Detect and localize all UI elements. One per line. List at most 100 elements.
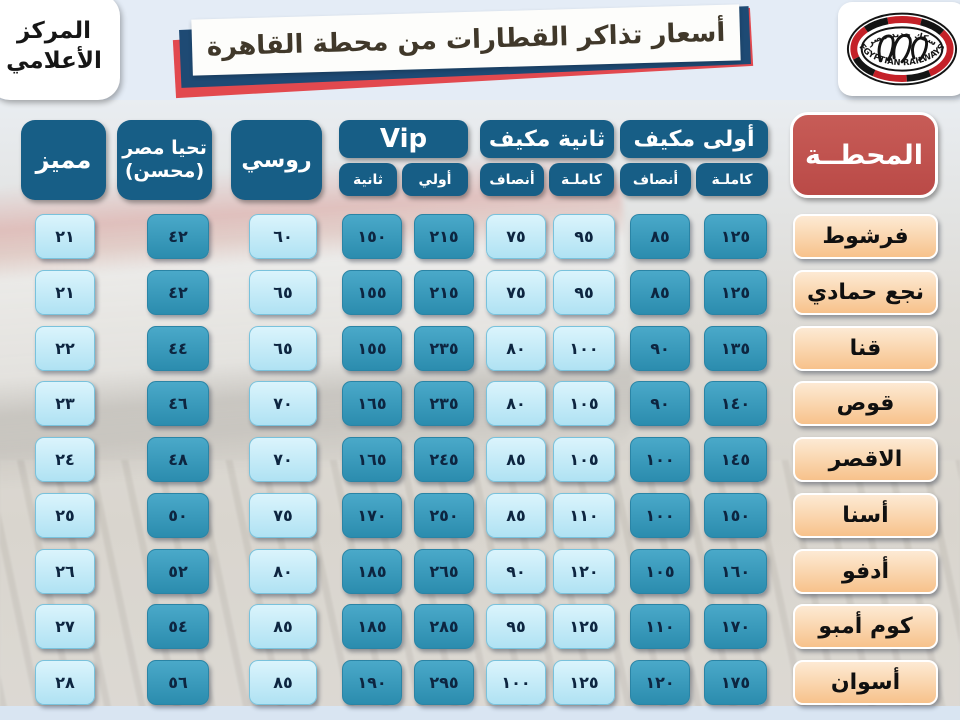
price-cell: ١٨٥ xyxy=(342,604,402,649)
price-cell: ١٤٠ xyxy=(704,381,767,426)
header-momayaz: مميز xyxy=(21,120,106,200)
price-cell: ١٢٠ xyxy=(630,660,690,705)
price-cell: ٢٨٥ xyxy=(414,604,474,649)
price-cell: ٨٠ xyxy=(249,549,317,594)
station-cell: نجع حمادي xyxy=(793,270,938,315)
background-bottom-strip xyxy=(0,706,960,720)
price-cell: ٥٤ xyxy=(147,604,209,649)
price-cell: ٤٨ xyxy=(147,437,209,482)
price-cell: ١٢٥ xyxy=(704,214,767,259)
price-cell: ٥٢ xyxy=(147,549,209,594)
price-cell: ١٣٥ xyxy=(704,326,767,371)
price-cell: ٦٠ xyxy=(249,214,317,259)
media-center-line1: المركز xyxy=(17,18,91,45)
egyptian-railways-logo: سكك حديد مصر EGYPTIAN RAILWAYS xyxy=(838,2,960,96)
price-cell: ١٧٥ xyxy=(704,660,767,705)
page-title: أسعار تذاكر القطارات من محطة القاهرة xyxy=(206,17,726,63)
price-cell: ٥٦ xyxy=(147,660,209,705)
station-cell: كوم أمبو xyxy=(793,604,938,649)
price-cell: ٤٢ xyxy=(147,214,209,259)
price-cell: ١٠٥ xyxy=(553,437,615,482)
price-cell: ٩٠ xyxy=(630,326,690,371)
price-cell: ٦٥ xyxy=(249,270,317,315)
station-cell: أدفو xyxy=(793,549,938,594)
price-cell: ٢٢ xyxy=(35,326,95,371)
calligraphy-mark xyxy=(877,34,929,64)
price-cell: ٢٨ xyxy=(35,660,95,705)
station-cell: الاقصر xyxy=(793,437,938,482)
station-column-header: المحطــة xyxy=(790,112,938,198)
price-cell: ١٢٥ xyxy=(553,660,615,705)
header-first-ac: أولى مكيف xyxy=(620,120,768,158)
price-cell: ٨٥ xyxy=(486,493,546,538)
header-vip: Vip xyxy=(339,120,468,158)
price-cell: ٨٥ xyxy=(630,214,690,259)
header-second-ac-full: كاملـة xyxy=(549,163,614,196)
price-cell: ١٨٥ xyxy=(342,549,402,594)
price-cell: ١٦٠ xyxy=(704,549,767,594)
price-cell: ٢٧ xyxy=(35,604,95,649)
price-cell: ٥٠ xyxy=(147,493,209,538)
price-cell: ١٢٥ xyxy=(704,270,767,315)
price-cell: ٢٤ xyxy=(35,437,95,482)
price-cell: ٧٠ xyxy=(249,381,317,426)
station-cell: فرشوط xyxy=(793,214,938,259)
header-tahya-misr: تحيا مصر (محسن) xyxy=(117,120,212,200)
media-center-line2: الأعلامي xyxy=(6,48,102,74)
price-cell: ١٤٥ xyxy=(704,437,767,482)
price-cell: ٨٠ xyxy=(486,381,546,426)
price-cell: ٢١٥ xyxy=(414,270,474,315)
price-cell: ٨٥ xyxy=(630,270,690,315)
header-first-ac-full: كاملـة xyxy=(696,163,768,196)
price-cell: ٢٩٥ xyxy=(414,660,474,705)
price-cell: ١٩٠ xyxy=(342,660,402,705)
price-cell: ٢٥٠ xyxy=(414,493,474,538)
station-cell: قنا xyxy=(793,326,938,371)
price-cell: ٢٦٥ xyxy=(414,549,474,594)
railways-logo-icon: سكك حديد مصر EGYPTIAN RAILWAYS xyxy=(846,12,958,86)
price-cell: ١٥٠ xyxy=(342,214,402,259)
header-second-ac-half: أنصاف xyxy=(480,163,544,196)
price-cell: ١٧٠ xyxy=(704,604,767,649)
header-second-ac: ثانية مكيف xyxy=(480,120,614,158)
price-cell: ٧٠ xyxy=(249,437,317,482)
header-first-ac-half: أنصاف xyxy=(620,163,691,196)
station-cell: أسنا xyxy=(793,493,938,538)
price-cell: ٢٤٥ xyxy=(414,437,474,482)
price-cell: ١٠٥ xyxy=(630,549,690,594)
price-cell: ٨٥ xyxy=(486,437,546,482)
price-cell: ١١٠ xyxy=(553,493,615,538)
price-cell: ٧٥ xyxy=(249,493,317,538)
price-cell: ٤٢ xyxy=(147,270,209,315)
price-cell: ٨٥ xyxy=(249,660,317,705)
station-cell: أسوان xyxy=(793,660,938,705)
price-cell: ٢١٥ xyxy=(414,214,474,259)
price-cell: ١٥٠ xyxy=(704,493,767,538)
price-cell: ١٥٥ xyxy=(342,270,402,315)
price-cell: ٢٣٥ xyxy=(414,326,474,371)
price-cell: ٢٦ xyxy=(35,549,95,594)
price-cell: ١٠٠ xyxy=(630,437,690,482)
price-cell: ١٢٥ xyxy=(553,604,615,649)
price-cell: ٤٦ xyxy=(147,381,209,426)
price-cell: ٩٠ xyxy=(486,549,546,594)
price-cell: ١٠٠ xyxy=(630,493,690,538)
price-cell: ٩٥ xyxy=(553,214,615,259)
media-center-badge: المركز الأعلامي xyxy=(0,0,120,100)
price-cell: ١٠٠ xyxy=(553,326,615,371)
price-cell: ١٥٥ xyxy=(342,326,402,371)
price-cell: ٨٥ xyxy=(249,604,317,649)
header-vip-first: أولي xyxy=(402,163,468,196)
price-cell: ٩٠ xyxy=(630,381,690,426)
price-cell: ٨٠ xyxy=(486,326,546,371)
price-cell: ٢٣٥ xyxy=(414,381,474,426)
price-cell: ٩٥ xyxy=(553,270,615,315)
price-cell: ١٦٥ xyxy=(342,381,402,426)
title-banner: أسعار تذاكر القطارات من محطة القاهرة xyxy=(172,4,762,99)
header-tahya-line1: تحيا مصر xyxy=(122,137,207,160)
price-cell: ٧٥ xyxy=(486,214,546,259)
price-cell: ٦٥ xyxy=(249,326,317,371)
price-cell: ٢١ xyxy=(35,270,95,315)
price-cell: ٤٤ xyxy=(147,326,209,371)
